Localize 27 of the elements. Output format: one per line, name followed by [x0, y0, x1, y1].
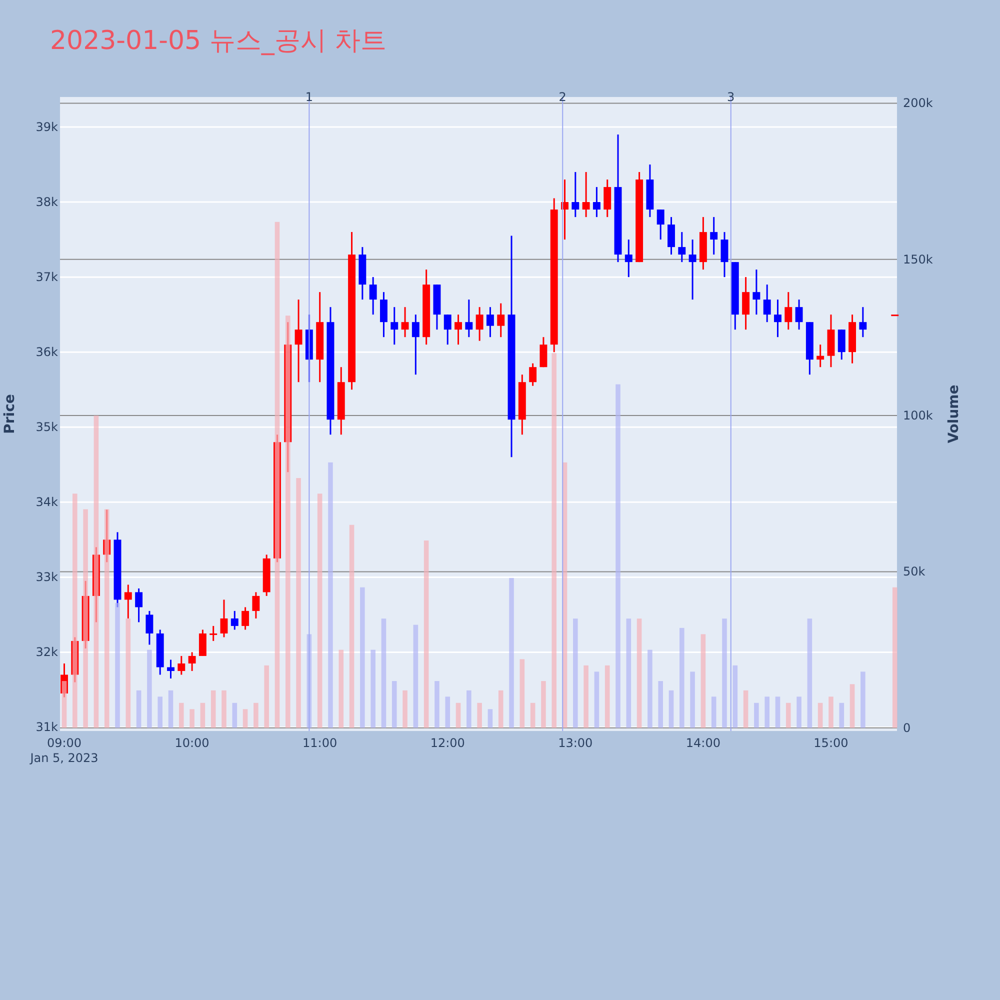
chart-title: 2023-01-05 뉴스_공시 차트	[50, 26, 387, 56]
y-tick-label: 33k	[36, 570, 58, 584]
y-tick-label: 31k	[36, 720, 58, 734]
ref-line-label: 2	[558, 90, 566, 104]
ref-line-label: 3	[727, 90, 735, 104]
y-tick-label: 36k	[36, 345, 58, 360]
x-tick-label: 14:00	[686, 736, 720, 750]
y-tick-label: 34k	[36, 495, 58, 510]
x-tick-label: 12:00	[430, 736, 465, 750]
y-tick-label: 39k	[36, 120, 58, 134]
y2-tick-label: 50k	[903, 564, 926, 579]
y-tick-label: 38k	[36, 195, 58, 210]
y2-tick-label: 0	[903, 720, 911, 735]
y2-tick-label: 200k	[903, 96, 933, 110]
y-axis-title: Price	[2, 394, 18, 434]
y2-tick-label: 150k	[903, 252, 933, 266]
y2-axis-title: Volume	[946, 384, 962, 444]
ref-line-label: 1	[305, 90, 314, 104]
y-tick-label: 35k	[36, 420, 58, 434]
y-tick-label: 32k	[36, 645, 58, 660]
x-tick-label: 15:00	[814, 736, 848, 750]
x-tick-label: 10:00	[174, 736, 210, 750]
x-tick-label: 13:00	[558, 736, 593, 750]
x-tick-label: 09:00 Jan 5, 2023	[29, 736, 98, 765]
y2-tick-label: 100k	[903, 408, 933, 423]
x-tick-label: 11:00	[302, 736, 338, 750]
y-tick-label: 37k	[36, 270, 58, 284]
